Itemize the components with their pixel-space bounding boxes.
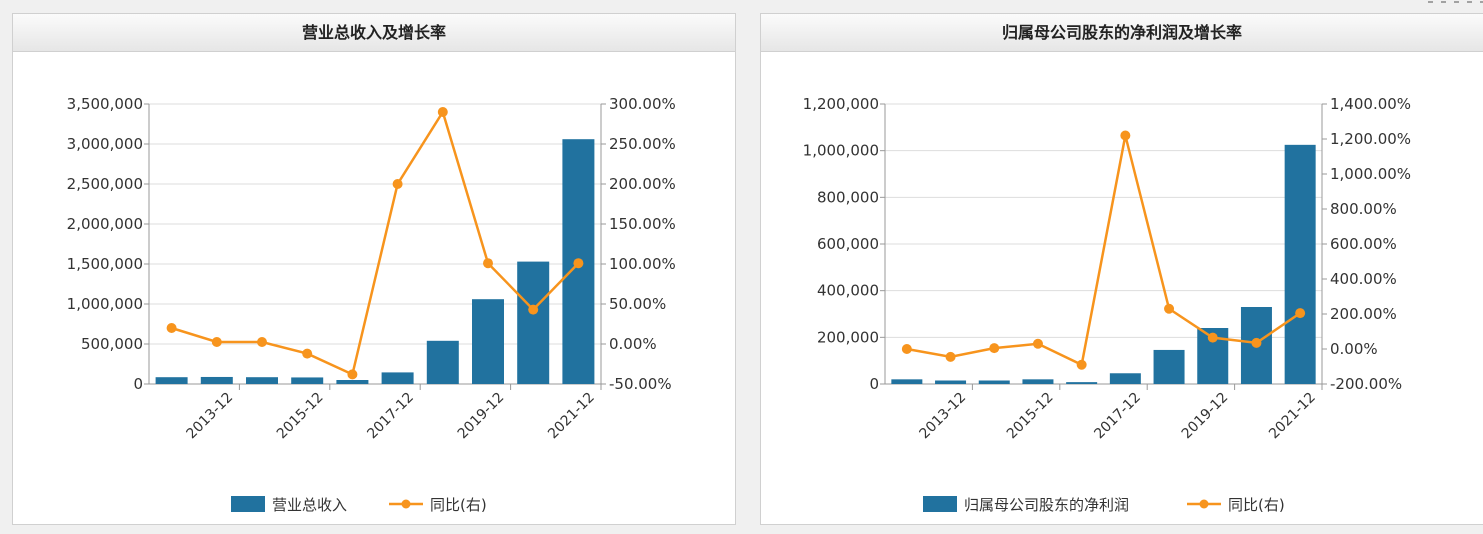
x-axis-tick-label: 2019-12 (455, 390, 508, 443)
bar (246, 377, 278, 384)
bar (891, 379, 923, 384)
growth-point (1076, 359, 1087, 370)
left-axis-tick-label: 400,000 (817, 282, 879, 300)
growth-point (573, 258, 584, 269)
bar (336, 380, 369, 384)
growth-point (483, 258, 493, 269)
bar (1284, 144, 1316, 384)
bar (1022, 379, 1054, 384)
right-axis-tick-label: 0.00% (609, 335, 657, 353)
bar (935, 380, 967, 384)
left-axis-tick-label: 2,000,000 (67, 215, 143, 233)
growth-point (989, 343, 1000, 354)
right-axis-tick-label: 150.00% (609, 215, 676, 233)
x-axis-tick-label: 2017-12 (364, 390, 417, 443)
left-axis-tick-label: 1,500,000 (67, 255, 143, 273)
x-axis-tick-label: 2019-12 (1179, 390, 1232, 443)
legend-bar-swatch (923, 496, 957, 512)
left-axis-tick-label: 2,500,000 (67, 175, 143, 193)
left-axis-tick-label: 200,000 (817, 328, 879, 346)
left-axis-tick-label: 500,000 (81, 335, 143, 353)
left-axis-tick-label: 1,000,000 (803, 142, 879, 160)
right-axis-tick-label: 1,000.00% (1330, 165, 1411, 183)
x-axis-tick-label: 2021-12 (545, 390, 598, 443)
growth-point (302, 348, 313, 359)
growth-point (211, 337, 222, 347)
x-axis-tick-label: 2015-12 (274, 390, 327, 443)
legend-line-marker (401, 499, 411, 509)
x-axis-tick-label: 2015-12 (1004, 390, 1057, 443)
growth-point (1120, 130, 1131, 141)
bar (1153, 349, 1185, 384)
legend-line-label: 同比(右) (430, 496, 487, 514)
left-axis-tick-label: 3,000,000 (67, 135, 143, 153)
bar (517, 261, 550, 384)
left-axis-tick-label: 3,500,000 (67, 95, 143, 113)
right-axis-tick-label: 100.00% (609, 255, 676, 273)
right-axis-tick-label: 600.00% (1330, 235, 1397, 253)
revenue-chart-panel: 营业总收入及增长率 0 500,000 1,000,000 1,500,000 2,00… (12, 13, 736, 525)
growth-point (257, 337, 267, 347)
bar (472, 299, 504, 384)
right-axis-tick-label: 400.00% (1330, 270, 1397, 288)
growth-point (1251, 337, 1262, 348)
growth-point (437, 107, 448, 117)
revenue-chart: 0 500,000 1,000,000 1,500,000 2,000,000 2,500… (67, 95, 676, 514)
growth-line (906, 135, 1301, 367)
x-axis-tick-label: 2013-12 (184, 390, 237, 443)
corner-decoration (1428, 1, 1483, 3)
legend-line-marker (1199, 499, 1209, 509)
bar (381, 372, 414, 384)
right-axis-tick-label: 0.00% (1330, 340, 1378, 358)
growth-point (901, 344, 912, 354)
right-axis-tick-label: 250.00% (609, 135, 676, 153)
growth-line (171, 108, 580, 377)
bar (1109, 373, 1141, 384)
x-axis-tick-label: 2013-12 (917, 390, 970, 443)
legend-bar-label: 归属母公司股东的净利润 (964, 496, 1129, 514)
right-axis-tick-label: 300.00% (609, 95, 676, 113)
left-axis-tick-label: 1,200,000 (803, 95, 879, 113)
growth-point (1207, 332, 1218, 343)
right-axis-tick-label: -50.00% (609, 375, 672, 393)
left-axis-tick-label: 600,000 (817, 235, 879, 253)
right-axis-tick-label: 1,200.00% (1330, 130, 1411, 148)
growth-point (347, 369, 358, 380)
left-axis-tick-label: 800,000 (817, 188, 879, 206)
bar (978, 380, 1010, 384)
right-axis-tick-label: 200.00% (1330, 305, 1397, 323)
legend-bar-swatch (231, 496, 265, 512)
bar (291, 377, 324, 384)
right-axis-tick-label: 200.00% (609, 175, 676, 193)
bar (200, 376, 233, 384)
growth-point (1032, 338, 1043, 349)
legend-bar-label: 营业总收入 (272, 496, 347, 514)
revenue-chart-header: 营业总收入及增长率 (13, 14, 735, 52)
left-axis-tick-label: 1,000,000 (67, 295, 143, 313)
growth-point (945, 351, 956, 362)
bar (1066, 382, 1098, 384)
net-profit-chart: 0 200,000 400,000 600,000 800,000 1,000,000 1,… (803, 95, 1411, 514)
right-axis-tick-label: 800.00% (1330, 200, 1397, 218)
growth-point (1295, 308, 1306, 319)
x-axis-tick-label: 2021-12 (1266, 390, 1319, 443)
right-axis-tick-label: -200.00% (1330, 375, 1402, 393)
net-profit-chart-panel: 归属母公司股东的净利润及增长率 0 200,000 400,000 600,000 80… (760, 13, 1483, 525)
bar (155, 377, 188, 384)
growth-point (528, 304, 539, 315)
left-axis-tick-label: 0 (869, 375, 879, 393)
right-axis-tick-label: 50.00% (609, 295, 666, 313)
growth-point (166, 323, 177, 333)
growth-point (392, 179, 403, 189)
growth-point (1164, 303, 1175, 314)
bar (426, 340, 459, 384)
legend-line-label: 同比(右) (1228, 496, 1285, 514)
left-axis-tick-label: 0 (133, 375, 143, 393)
right-axis-tick-label: 1,400.00% (1330, 95, 1411, 113)
x-axis-tick-label: 2017-12 (1091, 390, 1144, 443)
net-profit-chart-header: 归属母公司股东的净利润及增长率 (761, 14, 1483, 52)
